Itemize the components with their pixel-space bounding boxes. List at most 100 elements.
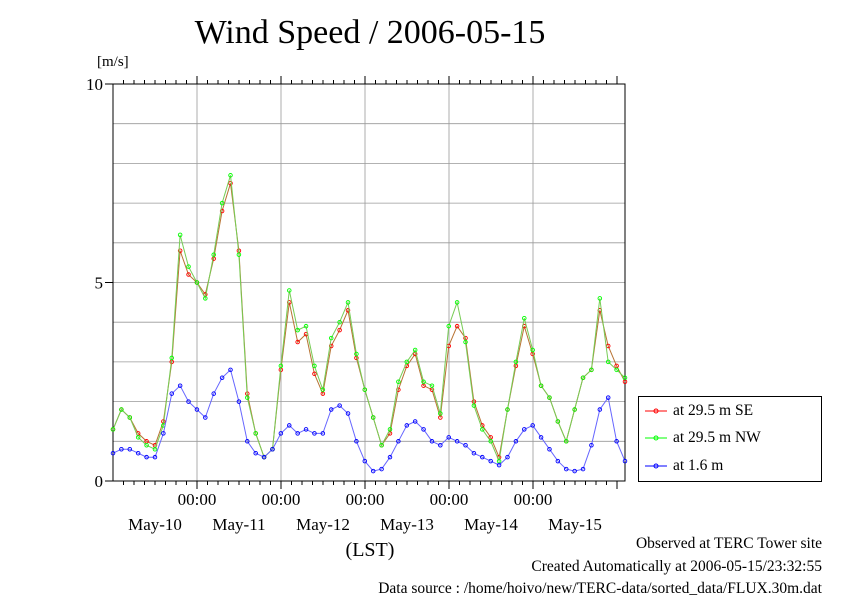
data-point xyxy=(354,351,359,357)
data-point xyxy=(295,431,300,436)
x-date-label: May-14 xyxy=(464,515,518,534)
data-point xyxy=(454,300,460,305)
data-point xyxy=(496,462,502,468)
data-point xyxy=(228,173,233,178)
data-point xyxy=(622,375,628,381)
x-time-label: 00:00 xyxy=(430,490,469,509)
x-date-label: May-12 xyxy=(296,515,350,534)
legend-item-nw: at 29.5 m NW xyxy=(645,428,761,448)
data-point xyxy=(438,411,443,416)
data-point xyxy=(177,248,183,253)
data-point xyxy=(555,458,561,464)
data-point xyxy=(387,454,393,460)
data-point xyxy=(152,454,158,460)
data-point xyxy=(345,300,351,305)
data-point xyxy=(119,446,124,452)
data-point xyxy=(245,439,250,444)
data-point xyxy=(404,359,410,365)
legend-label-se: at 29.5 m SE xyxy=(673,402,754,419)
data-point xyxy=(605,395,611,400)
data-point xyxy=(169,355,175,361)
data-point xyxy=(513,439,519,444)
data-point xyxy=(480,427,485,432)
data-point xyxy=(169,391,175,396)
data-point xyxy=(161,431,166,436)
data-point xyxy=(236,252,242,257)
data-point xyxy=(454,323,460,329)
data-point xyxy=(135,435,141,440)
data-point xyxy=(362,387,368,392)
data-point xyxy=(110,450,116,456)
data-point xyxy=(563,439,569,444)
data-point xyxy=(597,407,603,412)
data-point xyxy=(303,323,309,329)
data-point xyxy=(186,399,191,404)
data-point xyxy=(622,458,628,464)
data-point xyxy=(572,407,577,412)
data-point xyxy=(186,272,191,277)
data-point xyxy=(152,446,158,452)
x-date-label: May-13 xyxy=(380,515,434,534)
data-point xyxy=(320,431,326,436)
data-point xyxy=(538,383,544,388)
data-point xyxy=(471,450,477,456)
data-point xyxy=(261,454,267,460)
data-point xyxy=(387,427,393,432)
data-point xyxy=(203,415,208,420)
data-point xyxy=(412,419,418,424)
data-point xyxy=(488,439,493,444)
data-point xyxy=(211,252,216,257)
data-point xyxy=(463,339,468,345)
data-point xyxy=(538,435,544,440)
data-point xyxy=(396,439,401,444)
x-date-label: May-11 xyxy=(212,515,265,534)
x-axis-label: (LST) xyxy=(346,539,395,561)
x-date-label: May-15 xyxy=(548,515,602,534)
data-point xyxy=(144,454,149,460)
y-axis-unit: [m/s] xyxy=(97,54,129,70)
data-point xyxy=(421,379,426,385)
footer-site: Observed at TERC Tower site xyxy=(635,535,822,552)
data-point xyxy=(370,468,376,474)
series-1 xyxy=(110,173,628,464)
data-point xyxy=(505,407,510,412)
data-point xyxy=(144,443,149,448)
data-point xyxy=(589,367,594,373)
data-point xyxy=(454,439,460,444)
data-point xyxy=(177,383,183,388)
x-date-label: May-10 xyxy=(128,515,182,534)
data-point xyxy=(245,395,250,400)
footer-created: Created Automatically at 2006-05-15/23:3… xyxy=(531,558,822,575)
data-point xyxy=(219,200,225,206)
data-point xyxy=(421,427,426,432)
data-point xyxy=(253,450,258,456)
data-point xyxy=(278,431,284,436)
series-line xyxy=(112,368,626,472)
series-line xyxy=(112,175,626,463)
y-tick-label: 5 xyxy=(95,274,104,293)
data-point xyxy=(135,450,141,456)
data-point xyxy=(379,443,384,448)
data-point xyxy=(337,319,342,325)
legend-marker-se xyxy=(645,408,667,414)
data-point xyxy=(219,375,225,381)
data-point xyxy=(345,411,351,416)
data-point xyxy=(547,395,552,400)
data-point xyxy=(614,367,619,373)
data-point xyxy=(480,454,485,460)
data-point xyxy=(278,363,284,369)
data-point xyxy=(572,468,577,474)
data-point xyxy=(614,439,619,444)
data-point xyxy=(270,446,275,452)
data-point xyxy=(119,407,124,412)
data-point xyxy=(429,383,435,388)
data-point xyxy=(370,415,376,420)
legend-label-nw: at 29.5 m NW xyxy=(673,429,761,446)
data-point xyxy=(177,232,183,238)
data-point xyxy=(412,347,418,353)
data-point xyxy=(303,427,309,432)
data-point xyxy=(379,466,384,472)
x-time-label: 00:00 xyxy=(262,490,301,509)
series-2 xyxy=(110,367,628,474)
